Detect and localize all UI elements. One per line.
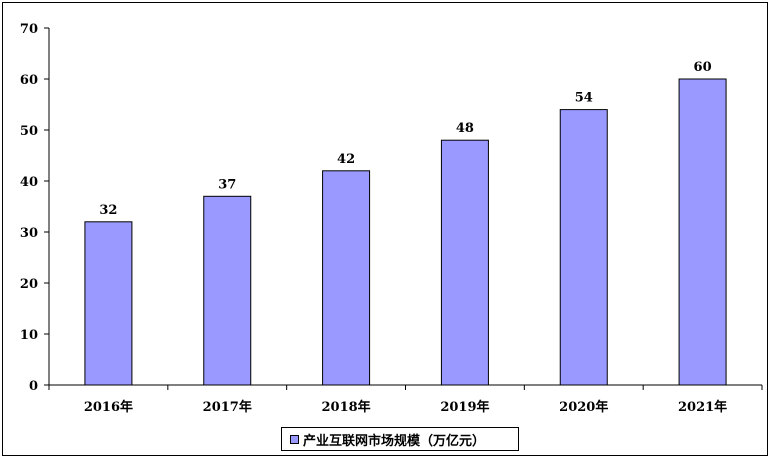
- y-tick-label: 20: [20, 277, 38, 292]
- x-tick-label: 2016年: [84, 399, 133, 415]
- legend-label: 产业互联网市场规模（万亿元）: [303, 433, 486, 449]
- y-tick-label: 60: [20, 73, 38, 88]
- y-tick-label: 70: [20, 22, 38, 37]
- legend: 产业互联网市场规模（万亿元）: [281, 427, 519, 451]
- y-tick-label: 50: [20, 124, 38, 139]
- data-label: 32: [99, 203, 117, 218]
- data-label: 54: [575, 91, 593, 106]
- legend-swatch: [290, 434, 299, 444]
- x-tick-label: 2020年: [559, 399, 608, 415]
- y-tick-label: 0: [29, 379, 38, 394]
- data-label: 42: [337, 152, 355, 167]
- data-label: 48: [456, 121, 474, 136]
- x-tick-label: 2019年: [440, 399, 489, 415]
- bar: [440, 139, 489, 386]
- bar: [203, 195, 252, 386]
- bar: [84, 221, 133, 386]
- x-tick-label: 2018年: [321, 399, 370, 415]
- bar: [322, 170, 371, 386]
- data-label: 37: [218, 177, 236, 192]
- bar: [678, 78, 727, 386]
- x-tick-label: 2021年: [678, 399, 727, 415]
- y-tick-label: 40: [20, 175, 38, 190]
- y-tick-label: 30: [20, 226, 38, 241]
- bar: [559, 109, 608, 386]
- data-label: 60: [694, 60, 712, 75]
- y-tick-label: 10: [20, 328, 38, 343]
- x-tick-label: 2017年: [203, 399, 252, 415]
